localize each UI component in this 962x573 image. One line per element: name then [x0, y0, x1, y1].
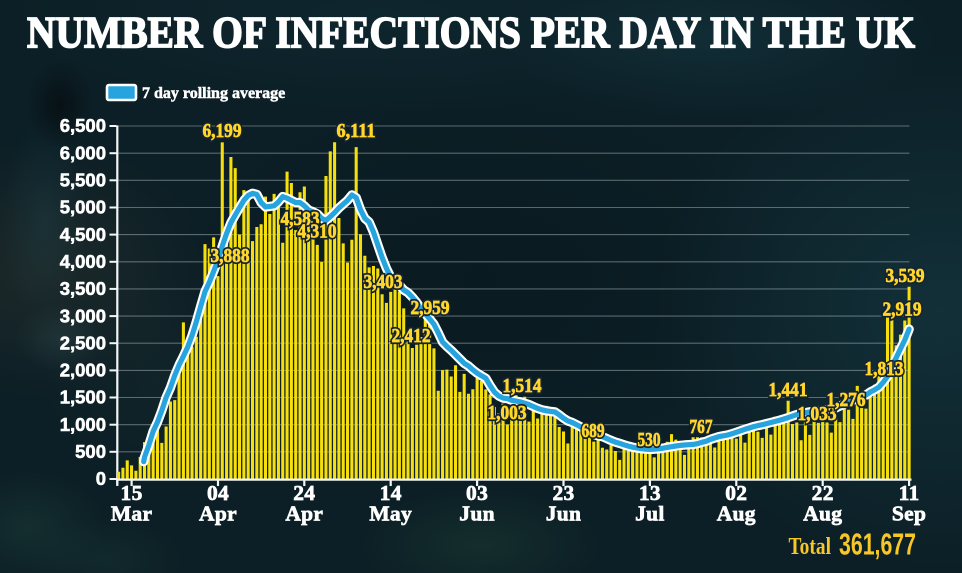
svg-text:2,500: 2,500	[60, 332, 106, 353]
svg-text:767: 767	[690, 416, 713, 438]
svg-text:6,199: 6,199	[203, 120, 242, 142]
svg-text:3,500: 3,500	[60, 278, 106, 299]
svg-text:4,500: 4,500	[60, 224, 106, 245]
svg-text:530: 530	[638, 429, 661, 451]
svg-text:767: 767	[690, 416, 713, 438]
svg-text:5,000: 5,000	[60, 197, 106, 218]
svg-text:6,199: 6,199	[203, 120, 242, 142]
svg-text:1,276: 1,276	[827, 389, 866, 411]
svg-text:500: 500	[75, 441, 106, 462]
svg-text:3,000: 3,000	[60, 305, 106, 326]
svg-text:11: 11	[899, 481, 920, 505]
svg-text:Jun: Jun	[546, 502, 582, 526]
svg-text:1,441: 1,441	[769, 379, 808, 401]
svg-text:13: 13	[639, 481, 661, 505]
svg-text:23: 23	[552, 481, 574, 505]
svg-text:689: 689	[582, 420, 605, 442]
svg-text:04: 04	[207, 481, 229, 505]
svg-text:2,959: 2,959	[411, 297, 450, 319]
svg-text:530: 530	[638, 429, 661, 451]
svg-text:0: 0	[96, 468, 106, 489]
svg-text:2,919: 2,919	[883, 298, 922, 320]
svg-text:3,539: 3,539	[886, 265, 925, 287]
svg-text:Total: Total	[789, 533, 832, 560]
svg-text:24: 24	[293, 481, 315, 505]
svg-text:1,033: 1,033	[798, 403, 837, 425]
svg-text:3,403: 3,403	[364, 271, 403, 293]
svg-text:1,813: 1,813	[865, 358, 904, 380]
svg-text:Jul: Jul	[635, 502, 665, 526]
svg-text:1,033: 1,033	[798, 403, 837, 425]
svg-text:689: 689	[582, 420, 605, 442]
svg-text:4,583: 4,583	[281, 208, 320, 230]
svg-text:Apr: Apr	[199, 502, 237, 526]
svg-text:1,000: 1,000	[60, 414, 106, 435]
svg-text:1,514: 1,514	[503, 375, 542, 397]
svg-text:3,888: 3,888	[211, 245, 250, 267]
svg-text:1,500: 1,500	[60, 387, 106, 408]
svg-text:2,959: 2,959	[411, 297, 450, 319]
svg-text:3,888: 3,888	[211, 245, 250, 267]
svg-text:4,583: 4,583	[281, 208, 320, 230]
svg-text:14: 14	[380, 481, 402, 505]
svg-text:6,111: 6,111	[337, 120, 376, 142]
svg-text:361,677: 361,677	[839, 528, 916, 562]
svg-text:1,003: 1,003	[488, 402, 527, 424]
svg-text:1,441: 1,441	[769, 379, 808, 401]
svg-text:Jun: Jun	[459, 502, 495, 526]
svg-text:2,412: 2,412	[392, 325, 431, 347]
svg-text:2,412: 2,412	[392, 325, 431, 347]
svg-text:1,003: 1,003	[488, 402, 527, 424]
svg-text:7 day rolling average: 7 day rolling average	[142, 85, 285, 102]
svg-text:2,919: 2,919	[883, 298, 922, 320]
svg-text:3,403: 3,403	[364, 271, 403, 293]
svg-text:4,310: 4,310	[298, 220, 337, 242]
svg-text:6,500: 6,500	[60, 115, 106, 136]
svg-text:Aug: Aug	[717, 502, 756, 526]
svg-text:Mar: Mar	[111, 502, 153, 526]
svg-text:1,514: 1,514	[503, 375, 542, 397]
svg-text:2,000: 2,000	[60, 360, 106, 381]
svg-text:6,111: 6,111	[337, 120, 376, 142]
svg-text:5,500: 5,500	[60, 170, 106, 191]
svg-text:Aug: Aug	[803, 502, 842, 526]
svg-text:1,813: 1,813	[865, 358, 904, 380]
svg-text:02: 02	[725, 481, 747, 505]
svg-text:4,000: 4,000	[60, 251, 106, 272]
svg-text:May: May	[369, 502, 412, 526]
svg-text:NUMBER OF INFECTIONS PER DAY I: NUMBER OF INFECTIONS PER DAY IN THE UK	[27, 8, 915, 57]
svg-text:Sep: Sep	[892, 502, 926, 526]
svg-text:Apr: Apr	[285, 502, 323, 526]
svg-text:4,310: 4,310	[298, 220, 337, 242]
svg-text:1,276: 1,276	[827, 389, 866, 411]
svg-text:03: 03	[466, 481, 488, 505]
svg-text:3,539: 3,539	[886, 265, 925, 287]
svg-text:22: 22	[812, 481, 834, 505]
svg-text:6,000: 6,000	[60, 142, 106, 163]
svg-text:15: 15	[121, 481, 143, 505]
